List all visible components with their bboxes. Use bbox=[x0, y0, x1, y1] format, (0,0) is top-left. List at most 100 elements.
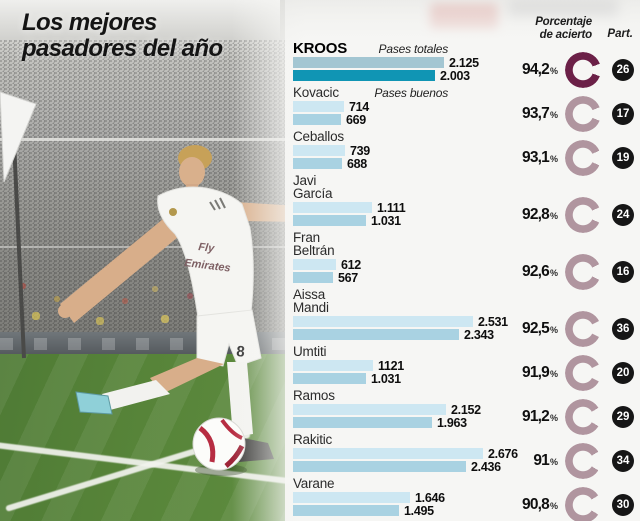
bar-pases-totales bbox=[293, 448, 483, 459]
bar-totales-value: 2.125 bbox=[449, 55, 479, 70]
bar-buenos-value: 688 bbox=[347, 156, 367, 171]
bar-pases-buenos bbox=[293, 461, 466, 472]
accuracy-value: 91,2 bbox=[522, 408, 550, 425]
player-stats: 91% 34 bbox=[500, 443, 634, 479]
bar-buenos-value: 567 bbox=[338, 270, 358, 285]
accuracy-text: 93,1% bbox=[500, 149, 558, 167]
player-row: Fran Beltrán 612 567 92,6% 16 bbox=[293, 231, 634, 290]
accuracy-text: 92,6% bbox=[500, 263, 558, 281]
accuracy-value: 92,6 bbox=[522, 263, 550, 280]
shirt-sponsor-line1: Fly bbox=[198, 241, 216, 255]
bar-totales-value: 612 bbox=[341, 257, 361, 272]
player-row: Umtiti 1121 1.031 91,9% 20 bbox=[293, 345, 634, 391]
matches-badge: 29 bbox=[612, 406, 634, 428]
player-stats: 93,7% 17 bbox=[500, 96, 634, 132]
accuracy-header-line1: Porcentaje bbox=[535, 16, 592, 28]
bar-pases-totales bbox=[293, 202, 372, 213]
bar-pases-totales bbox=[293, 316, 473, 327]
player-stats: 90,8% 30 bbox=[500, 487, 634, 521]
accuracy-value: 90,8 bbox=[522, 496, 550, 513]
shirt-sponsor-line2: Emirates bbox=[184, 257, 232, 275]
bar-buenos-value: 1.031 bbox=[371, 213, 401, 228]
percent-sign-icon: % bbox=[549, 369, 558, 379]
bar-pases-buenos bbox=[293, 373, 366, 384]
player-row: Aissa Mandi 2.531 2.343 92,5% 36 bbox=[293, 287, 634, 347]
matches-badge: 34 bbox=[612, 450, 634, 472]
player-left-boot bbox=[75, 391, 113, 415]
bar-pases-buenos bbox=[293, 417, 432, 428]
title-line2: pasadores del año bbox=[22, 34, 223, 62]
bar-pases-totales bbox=[293, 57, 444, 68]
player-name: Varane bbox=[293, 476, 335, 491]
accuracy-donut-icon bbox=[565, 399, 601, 435]
accuracy-value: 91 bbox=[533, 452, 549, 469]
bar-buenos-value: 1.495 bbox=[404, 503, 434, 518]
bar-buenos-value: 669 bbox=[346, 112, 366, 127]
player-name: Kovacic bbox=[293, 85, 339, 100]
bar-totales-value: 714 bbox=[349, 99, 369, 114]
accuracy-donut-icon bbox=[565, 355, 601, 391]
matches-badge: 30 bbox=[612, 494, 634, 516]
player-stats: 94,2% 26 bbox=[500, 52, 634, 88]
player-left-sock bbox=[102, 380, 170, 410]
accuracy-text: 91% bbox=[500, 452, 558, 470]
accuracy-donut-icon bbox=[565, 311, 601, 347]
player-name: Aissa Mandi bbox=[293, 287, 329, 315]
player-left-hand bbox=[58, 304, 72, 318]
bar-pases-totales bbox=[293, 101, 344, 112]
bar-pases-totales bbox=[293, 145, 345, 156]
accuracy-donut-icon bbox=[565, 254, 601, 290]
stats-panel: Porcentaje de acierto Part. Pases totale… bbox=[285, 0, 640, 521]
accuracy-column-header: Porcentaje de acierto bbox=[535, 16, 592, 42]
accuracy-value: 92,5 bbox=[522, 320, 550, 337]
percent-sign-icon: % bbox=[549, 66, 558, 76]
player-row: Ramos 2.152 1.963 91,2% 29 bbox=[293, 388, 634, 435]
percent-sign-icon: % bbox=[549, 211, 558, 221]
player-name: Ramos bbox=[293, 388, 335, 403]
accuracy-text: 91,2% bbox=[500, 408, 558, 426]
accuracy-donut-icon bbox=[565, 443, 601, 479]
bar-totales-value: 2.676 bbox=[488, 446, 518, 461]
percent-sign-icon: % bbox=[549, 154, 558, 164]
percent-sign-icon: % bbox=[549, 457, 558, 467]
bar-buenos-value: 1.031 bbox=[371, 371, 401, 386]
series-legend-label: Pases buenos bbox=[374, 86, 448, 100]
players-list: Pases totales KROOS 2.125 2.003 94,2% 26… bbox=[293, 41, 634, 521]
matches-badge: 20 bbox=[612, 362, 634, 384]
accuracy-text: 92,8% bbox=[500, 206, 558, 224]
percent-sign-icon: % bbox=[549, 268, 558, 278]
bar-totales-value: 1.646 bbox=[415, 490, 445, 505]
bar-pases-buenos bbox=[293, 114, 341, 125]
series-legend-label: Pases totales bbox=[378, 42, 449, 56]
bar-totales-value: 739 bbox=[350, 143, 370, 158]
accuracy-value: 91,9 bbox=[522, 364, 550, 381]
football-icon bbox=[192, 417, 247, 476]
percent-sign-icon: % bbox=[549, 110, 558, 120]
bar-buenos-value: 2.343 bbox=[464, 327, 494, 342]
bar-pases-buenos bbox=[293, 329, 459, 340]
accuracy-donut-icon bbox=[565, 140, 601, 176]
accuracy-text: 93,7% bbox=[500, 105, 558, 123]
matches-badge: 26 bbox=[612, 59, 634, 81]
accuracy-value: 94,2 bbox=[522, 61, 550, 78]
page-title: Los mejores pasadores del año bbox=[22, 10, 302, 61]
player-stats: 91,9% 20 bbox=[500, 355, 634, 391]
bar-pases-totales bbox=[293, 360, 373, 371]
matches-badge: 24 bbox=[612, 204, 634, 226]
accuracy-value: 93,1 bbox=[522, 149, 550, 166]
accuracy-text: 91,9% bbox=[500, 364, 558, 382]
player-name: Rakitic bbox=[293, 432, 333, 447]
player-row: Javi García 1.111 1.031 92,8% 24 bbox=[293, 174, 634, 233]
accuracy-value: 92,8 bbox=[522, 206, 550, 223]
player-stats: 93,1% 19 bbox=[500, 140, 634, 176]
adidas-logo bbox=[209, 197, 226, 211]
percent-sign-icon: % bbox=[549, 413, 558, 423]
bar-totales-value: 2.152 bbox=[451, 402, 481, 417]
accuracy-donut-icon bbox=[565, 96, 601, 132]
player-row: Pases buenos Kovacic 714 669 93,7% 17 bbox=[293, 85, 634, 132]
accuracy-header-line2: de acierto bbox=[539, 29, 593, 42]
shirt-crest bbox=[169, 208, 177, 216]
accuracy-donut-icon bbox=[565, 52, 601, 88]
stadium-photo: Fly Emirates 8 bbox=[0, 0, 312, 521]
